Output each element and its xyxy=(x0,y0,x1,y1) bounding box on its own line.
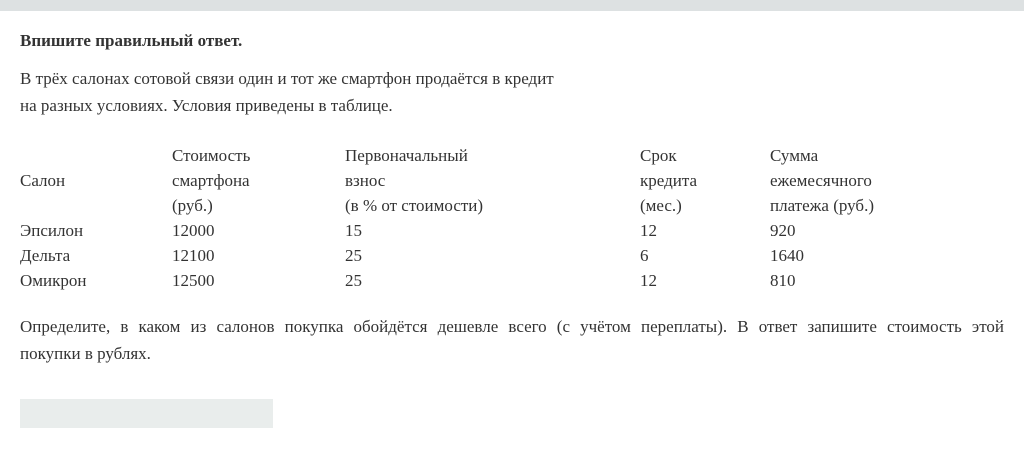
cell-monthly: 810 xyxy=(770,271,796,290)
col-header-line: смартфона xyxy=(172,171,250,190)
cell-down-payment: 25 xyxy=(345,271,362,290)
question-paragraph: Определите, в каком из салонов покупка о… xyxy=(20,313,1004,367)
col-header-line: (мес.) xyxy=(640,196,682,215)
col-header-line: Срок xyxy=(640,146,677,165)
col-header-down-payment: Первоначальный взнос (в % от стоимости) xyxy=(345,143,640,218)
cell-monthly: 1640 xyxy=(770,246,804,265)
col-header-line: взнос xyxy=(345,171,386,190)
task-content: Впишите правильный ответ. В трёх салонах… xyxy=(0,30,1024,428)
cell-monthly: 920 xyxy=(770,221,796,240)
problem-intro-line-2: на разных условиях. Условия приведены в … xyxy=(20,96,393,115)
col-header-credit-term: Срок кредита (мес.) xyxy=(640,143,770,218)
question-line-1: Определите, в каком из салонов покупка о… xyxy=(20,317,1004,336)
cell-down-payment: 15 xyxy=(345,221,362,240)
table-header-row: Салон Стоимость смартфона (руб.) Первона… xyxy=(20,143,1004,218)
task-instruction-title: Впишите правильный ответ. xyxy=(20,31,243,50)
table-row: Омикрон 12500 25 12 810 xyxy=(20,268,1004,293)
cell-salon: Эпсилон xyxy=(20,221,84,240)
question-line-2: покупки в рублях. xyxy=(20,344,151,363)
col-header-line: платежа (руб.) xyxy=(770,196,874,215)
cell-down-payment: 25 xyxy=(345,246,362,265)
cell-price: 12000 xyxy=(172,221,215,240)
col-header-line: Первоначальный xyxy=(345,146,468,165)
col-header-smartphone-price: Стоимость смартфона (руб.) xyxy=(172,143,345,218)
col-header-line: кредита xyxy=(640,171,698,190)
cell-salon: Дельта xyxy=(20,246,71,265)
top-divider-bar xyxy=(0,0,1024,11)
col-header-line: (руб.) xyxy=(172,196,213,215)
cell-price: 12500 xyxy=(172,271,215,290)
col-header-monthly-payment: Сумма ежемесячного платежа (руб.) xyxy=(770,143,1004,218)
problem-intro-line-1: В трёх салонах сотовой связи один и тот … xyxy=(20,69,554,88)
table-row: Эпсилон 12000 15 12 920 xyxy=(20,218,1004,243)
table-row: Дельта 12100 25 6 1640 xyxy=(20,243,1004,268)
col-header-salon: Салон xyxy=(20,143,172,218)
col-header-line: ежемесячного xyxy=(770,171,872,190)
col-header-line: Стоимость xyxy=(172,146,251,165)
cell-price: 12100 xyxy=(172,246,215,265)
cell-term: 12 xyxy=(640,271,657,290)
problem-intro-paragraph: В трёх салонах сотовой связи один и тот … xyxy=(20,65,1004,119)
col-header-line: (в % от стоимости) xyxy=(345,196,484,215)
col-header-line: Сумма xyxy=(770,146,819,165)
cell-term: 6 xyxy=(640,246,649,265)
answer-input[interactable] xyxy=(20,399,273,428)
credit-conditions-table: Салон Стоимость смартфона (руб.) Первона… xyxy=(20,143,1004,293)
cell-salon: Омикрон xyxy=(20,271,87,290)
cell-term: 12 xyxy=(640,221,657,240)
col-header-line: Салон xyxy=(20,171,66,190)
